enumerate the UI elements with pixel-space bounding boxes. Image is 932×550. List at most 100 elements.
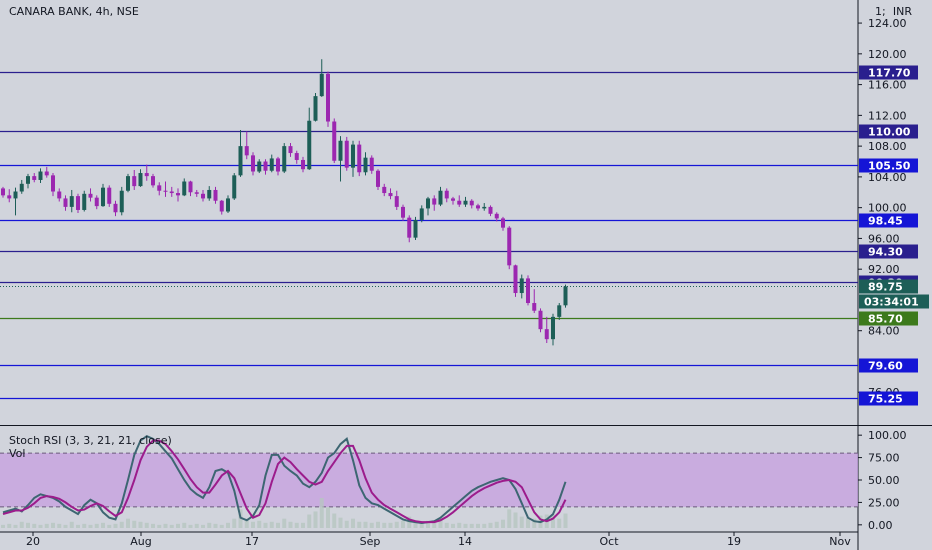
candle[interactable]	[226, 195, 230, 214]
candle[interactable]	[444, 188, 449, 203]
candle[interactable]	[132, 169, 137, 190]
candle[interactable]	[138, 169, 143, 187]
candle[interactable]	[319, 59, 324, 97]
candle[interactable]	[163, 181, 168, 197]
candle[interactable]	[288, 143, 293, 157]
candle[interactable]	[532, 289, 537, 314]
candle[interactable]	[82, 190, 87, 212]
candle[interactable]	[19, 179, 24, 194]
candle[interactable]	[38, 168, 43, 184]
candle[interactable]	[201, 189, 205, 202]
candle[interactable]	[544, 316, 549, 344]
candle[interactable]	[457, 195, 462, 207]
candle[interactable]	[313, 93, 318, 122]
candle[interactable]	[538, 308, 543, 333]
candle[interactable]	[251, 152, 255, 176]
candle[interactable]	[69, 189, 74, 213]
last-price-label: 89.75	[868, 281, 903, 294]
candle[interactable]	[51, 173, 55, 197]
candle[interactable]	[501, 216, 505, 231]
candle[interactable]	[332, 118, 337, 164]
candle[interactable]	[188, 180, 193, 197]
candle[interactable]	[482, 203, 487, 211]
candle[interactable]	[88, 188, 93, 202]
candle[interactable]	[476, 203, 480, 211]
candle[interactable]	[419, 205, 424, 223]
candle[interactable]	[7, 189, 12, 203]
candle[interactable]	[557, 303, 562, 320]
candle[interactable]	[451, 196, 455, 205]
candle[interactable]	[526, 275, 530, 306]
candle[interactable]	[126, 173, 130, 193]
candle[interactable]	[432, 195, 437, 211]
candle[interactable]	[157, 182, 162, 196]
candle[interactable]	[244, 131, 249, 160]
candle[interactable]	[151, 173, 155, 188]
candle[interactable]	[119, 186, 124, 216]
candle[interactable]	[263, 159, 268, 175]
candle[interactable]	[107, 185, 112, 207]
price-axis[interactable]: 124.00 120.00 116.00 112.00 108.00 104.00 100.…	[858, 17, 907, 399]
level-price-badge	[859, 213, 918, 228]
candle-body	[269, 158, 274, 171]
candle[interactable]	[32, 173, 37, 183]
candle[interactable]	[438, 186, 443, 207]
candle[interactable]	[376, 169, 380, 190]
candle[interactable]	[507, 226, 512, 270]
candle[interactable]	[494, 212, 499, 222]
candle-body	[201, 193, 205, 199]
candle[interactable]	[344, 136, 349, 171]
candle[interactable]	[26, 173, 30, 189]
indicator-axis[interactable]: 100.00 75.00 50.00 25.00 0.00	[858, 429, 907, 532]
candle[interactable]	[194, 189, 199, 197]
candle[interactable]	[519, 274, 524, 299]
candle[interactable]	[1, 186, 5, 198]
candle[interactable]	[219, 199, 224, 215]
candle-body	[494, 213, 499, 219]
candle[interactable]	[238, 129, 243, 177]
candle[interactable]	[276, 156, 280, 176]
candle[interactable]	[307, 107, 312, 170]
candle[interactable]	[294, 150, 299, 164]
candle[interactable]	[44, 166, 49, 178]
candle[interactable]	[101, 183, 105, 207]
candle[interactable]	[282, 143, 287, 174]
candle[interactable]	[257, 159, 262, 174]
candle[interactable]	[182, 178, 187, 197]
candle[interactable]	[326, 71, 330, 127]
candle[interactable]	[57, 188, 62, 202]
candle[interactable]	[382, 183, 387, 197]
candle[interactable]	[357, 140, 362, 177]
candle[interactable]	[363, 152, 368, 176]
candle[interactable]	[463, 196, 468, 207]
candle[interactable]	[113, 200, 118, 217]
candle[interactable]	[401, 204, 405, 221]
candle[interactable]	[388, 188, 393, 200]
candle[interactable]	[426, 196, 430, 216]
candle[interactable]	[407, 215, 412, 243]
candle[interactable]	[394, 190, 399, 210]
candle[interactable]	[413, 216, 418, 240]
candle[interactable]	[13, 187, 18, 216]
candle[interactable]	[469, 199, 474, 209]
candle[interactable]	[513, 264, 518, 297]
price-tick-label: 96.00	[868, 232, 900, 245]
candle[interactable]	[94, 195, 99, 210]
candle[interactable]	[63, 195, 68, 211]
candle[interactable]	[76, 193, 80, 214]
candle[interactable]	[563, 284, 568, 308]
candle[interactable]	[338, 136, 343, 182]
candle[interactable]	[169, 186, 174, 197]
candle[interactable]	[351, 140, 355, 177]
candle[interactable]	[176, 188, 180, 202]
candle[interactable]	[207, 186, 212, 201]
candle[interactable]	[488, 205, 493, 217]
candle[interactable]	[269, 154, 274, 173]
candle[interactable]	[551, 313, 555, 346]
candle[interactable]	[369, 155, 374, 174]
candle[interactable]	[232, 173, 237, 200]
candle[interactable]	[144, 164, 149, 181]
candle[interactable]	[213, 186, 218, 204]
candle[interactable]	[301, 156, 305, 173]
